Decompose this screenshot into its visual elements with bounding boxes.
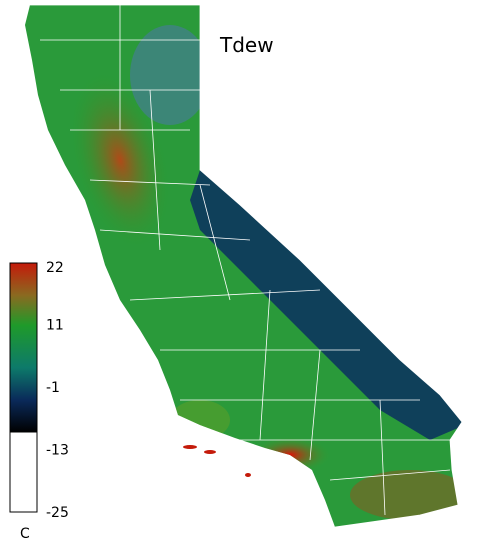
colorbar-tick-label: 11 xyxy=(46,317,64,333)
colorbar-tick-label: 22 xyxy=(46,260,64,276)
colorbar-ticks: 22 11 -1 -13 -25 xyxy=(46,260,69,521)
islands xyxy=(183,445,251,477)
colorbar-unit: C xyxy=(20,526,30,542)
map-title: Tdew xyxy=(219,33,274,57)
colorbar-tick-label: -1 xyxy=(46,380,60,396)
county-borders xyxy=(30,4,463,528)
colorbar xyxy=(9,262,38,513)
colorbar-tick-label: -13 xyxy=(46,442,69,458)
colorbar-tick-label: -25 xyxy=(46,505,69,521)
